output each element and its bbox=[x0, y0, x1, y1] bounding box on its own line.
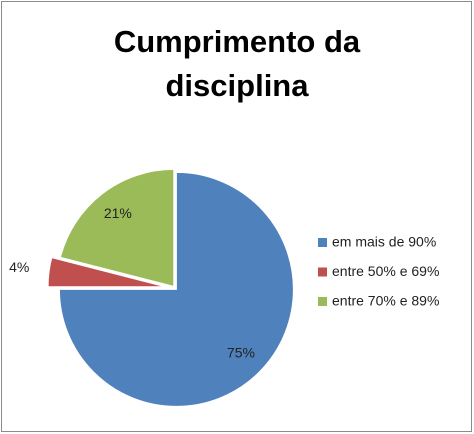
data-label: 21% bbox=[104, 205, 132, 221]
legend-label: entre 70% e 89% bbox=[332, 293, 439, 309]
pie-slice bbox=[58, 171, 294, 407]
legend-swatch bbox=[318, 297, 327, 306]
chart-title: Cumprimento da disciplina bbox=[113, 24, 361, 103]
legend-label: entre 50% e 69% bbox=[332, 263, 439, 279]
legend-label: em mais de 90% bbox=[332, 234, 436, 250]
pie-slice bbox=[59, 168, 175, 288]
data-label: 4% bbox=[9, 259, 29, 275]
pie-slice bbox=[47, 257, 166, 288]
legend-swatch bbox=[318, 238, 327, 247]
data-label: 75% bbox=[227, 345, 255, 361]
legend-swatch bbox=[318, 267, 327, 277]
